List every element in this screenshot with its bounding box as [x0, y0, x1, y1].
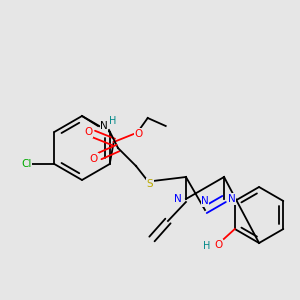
Text: N: N [100, 121, 108, 131]
Text: N: N [228, 194, 236, 204]
Text: O: O [135, 129, 143, 139]
Text: H: H [203, 241, 211, 251]
Text: O: O [90, 154, 98, 164]
Text: N: N [201, 196, 209, 206]
Text: O: O [85, 127, 93, 137]
Text: H: H [109, 116, 117, 126]
Text: N: N [174, 194, 182, 204]
Text: S: S [147, 179, 153, 189]
Text: Cl: Cl [21, 159, 32, 169]
Text: O: O [215, 240, 223, 250]
